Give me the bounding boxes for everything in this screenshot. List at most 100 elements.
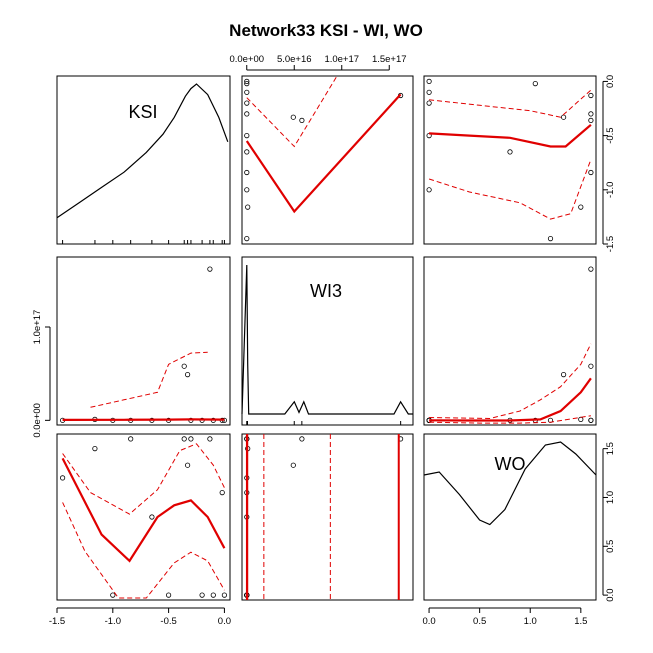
diag-label-WI3: WI3 [310, 281, 342, 301]
point-2-1-7 [290, 462, 296, 468]
smooth-line-row2_col1 [62, 418, 225, 421]
point-0-1-7 [290, 114, 296, 120]
x-axis-wo-tick-label-3: 1.5 [574, 616, 587, 627]
point-0-2-9 [426, 100, 432, 106]
smooth-line-row3_col1 [61, 457, 226, 563]
smooth-lower-row3_col1 [62, 502, 225, 599]
smooth-upper-row2_col3 [429, 343, 592, 420]
point-0-1-4 [244, 149, 250, 155]
panel-frame-0-0 [56, 75, 231, 245]
smooth-line-row2_col3 [429, 377, 592, 422]
point-2-0-5 [166, 592, 172, 598]
point-1-2-6 [588, 363, 594, 369]
point-2-0-6 [181, 436, 187, 442]
diag-label-KSI: KSI [128, 102, 157, 122]
point-0-1-13 [244, 78, 250, 85]
point-0-2-4 [507, 149, 513, 155]
panel-frame-2-2 [423, 433, 597, 601]
point-2-0-4 [149, 514, 155, 520]
point-2-0-9 [199, 592, 205, 598]
y-axis-ksi-right-tick-label-0: 0.0 [605, 75, 616, 88]
point-0-2-8 [588, 111, 594, 117]
point-0-1-11 [244, 89, 250, 95]
y-axis-wo-right-tick-label-0: 0.0 [605, 589, 616, 602]
panel-group: KSI WI3 WO -1.5 -1.0 -0.5 0.0 0.0 0.5 1.0 1.5 0.0e+… [32, 54, 616, 627]
panel-frame-1-1 [241, 256, 414, 426]
x-axis-wi3-tick-label-3: 1.5e+17 [372, 54, 407, 65]
y-axis-ksi-right-tick-label-3: -1.5 [605, 236, 616, 252]
point-1-0-10 [207, 266, 213, 272]
point-0-2-7 [560, 114, 567, 120]
smooth-upper-row3_col1 [62, 443, 225, 515]
point-1-0-7 [185, 371, 191, 378]
x-axis-wi3-tick-label-2: 1.0e+17 [324, 54, 359, 65]
point-0-1-6 [299, 117, 305, 124]
smooth-upper-row2_col1 [90, 351, 208, 408]
point-2-0-0 [59, 475, 66, 481]
smooth-lower-row1_col3 [428, 159, 592, 220]
point-0-2-6 [588, 117, 594, 124]
point-0-2-11 [426, 89, 432, 95]
x-axis-wo-tick-label-1: 0.5 [473, 616, 486, 627]
diag-label-WO: WO [495, 454, 526, 474]
point-1-2-10 [588, 266, 594, 272]
density-curve-WO [423, 441, 597, 526]
point-2-0-2 [110, 592, 116, 598]
point-2-0-13 [221, 592, 227, 598]
y-axis-wo-right-tick-label-1: 0.5 [605, 540, 616, 553]
point-0-2-1 [578, 204, 584, 210]
x-axis-ksi-tick-label-3: 0.0 [218, 616, 231, 627]
point-1-0-6 [181, 363, 187, 369]
x-axis-ksi-tick-label-2: -0.5 [160, 616, 176, 627]
point-0-1-8 [244, 111, 250, 117]
point-2-0-10 [207, 436, 213, 442]
point-1-2-7 [560, 371, 567, 378]
y-axis-ksi-right-tick-label-1: -0.5 [605, 127, 616, 143]
point-2-0-1 [92, 445, 98, 452]
panel-frame-2-0 [56, 433, 231, 601]
density-curve-WI3 [241, 264, 413, 415]
smooth-line-row1_col3 [429, 123, 592, 148]
point-0-1-3 [244, 169, 250, 176]
y-axis-wi3-tick-label-0: 0.0e+00 [32, 403, 43, 438]
x-axis-wi3-tick-label-1: 5.0e+16 [277, 54, 312, 65]
smooth-lower-row2_col3 [429, 415, 591, 424]
point-0-1-12 [244, 81, 250, 87]
y-axis-wi3-tick-label-1: 1.0e+17 [32, 310, 43, 345]
y-axis-wo-right-tick-label-2: 1.0 [605, 491, 616, 504]
x-axis-ksi-tick-label-0: -1.5 [49, 616, 65, 627]
point-2-0-3 [128, 436, 134, 442]
y-axis-wo-right-tick-label-3: 1.5 [605, 442, 616, 455]
point-2-0-11 [210, 592, 216, 598]
point-2-0-7 [185, 462, 191, 468]
point-2-1-6 [299, 436, 305, 442]
point-0-1-9 [244, 100, 250, 106]
x-axis-wo-tick-label-0: 0.0 [422, 616, 435, 627]
point-2-0-12 [219, 489, 225, 496]
point-1-2-1 [578, 416, 584, 422]
chart-title: Network33 KSI - WI, WO [229, 21, 423, 40]
smooth-upper-row1_col2 [246, 75, 338, 148]
panel-frame-2-1 [241, 433, 414, 601]
x-axis-wo-tick-label-2: 1.0 [524, 616, 537, 627]
panel-frame-1-2 [423, 256, 597, 426]
panel-frame-1-0 [56, 256, 231, 426]
point-0-1-2 [244, 187, 250, 193]
x-axis-wi3-tick-label-0: 0.0e+00 [229, 54, 264, 65]
smooth-upper-row1_col3 [429, 89, 592, 118]
point-1-2-8 [588, 417, 594, 423]
point-0-2-3 [588, 169, 594, 176]
point-0-2-10 [588, 92, 594, 99]
point-0-1-5 [244, 133, 250, 139]
panel-frame-0-2 [423, 75, 597, 245]
density-curve-KSI [56, 83, 229, 219]
panel-frame-0-1 [241, 75, 414, 245]
y-axis-ksi-right-tick-label-2: -1.0 [605, 182, 616, 198]
x-axis-ksi-tick-label-1: -1.0 [105, 616, 121, 627]
point-0-1-0 [244, 236, 250, 242]
point-0-2-12 [532, 81, 538, 87]
smooth-line-row1_col2 [245, 93, 402, 214]
point-2-0-8 [188, 436, 194, 442]
point-0-2-2 [426, 187, 432, 193]
